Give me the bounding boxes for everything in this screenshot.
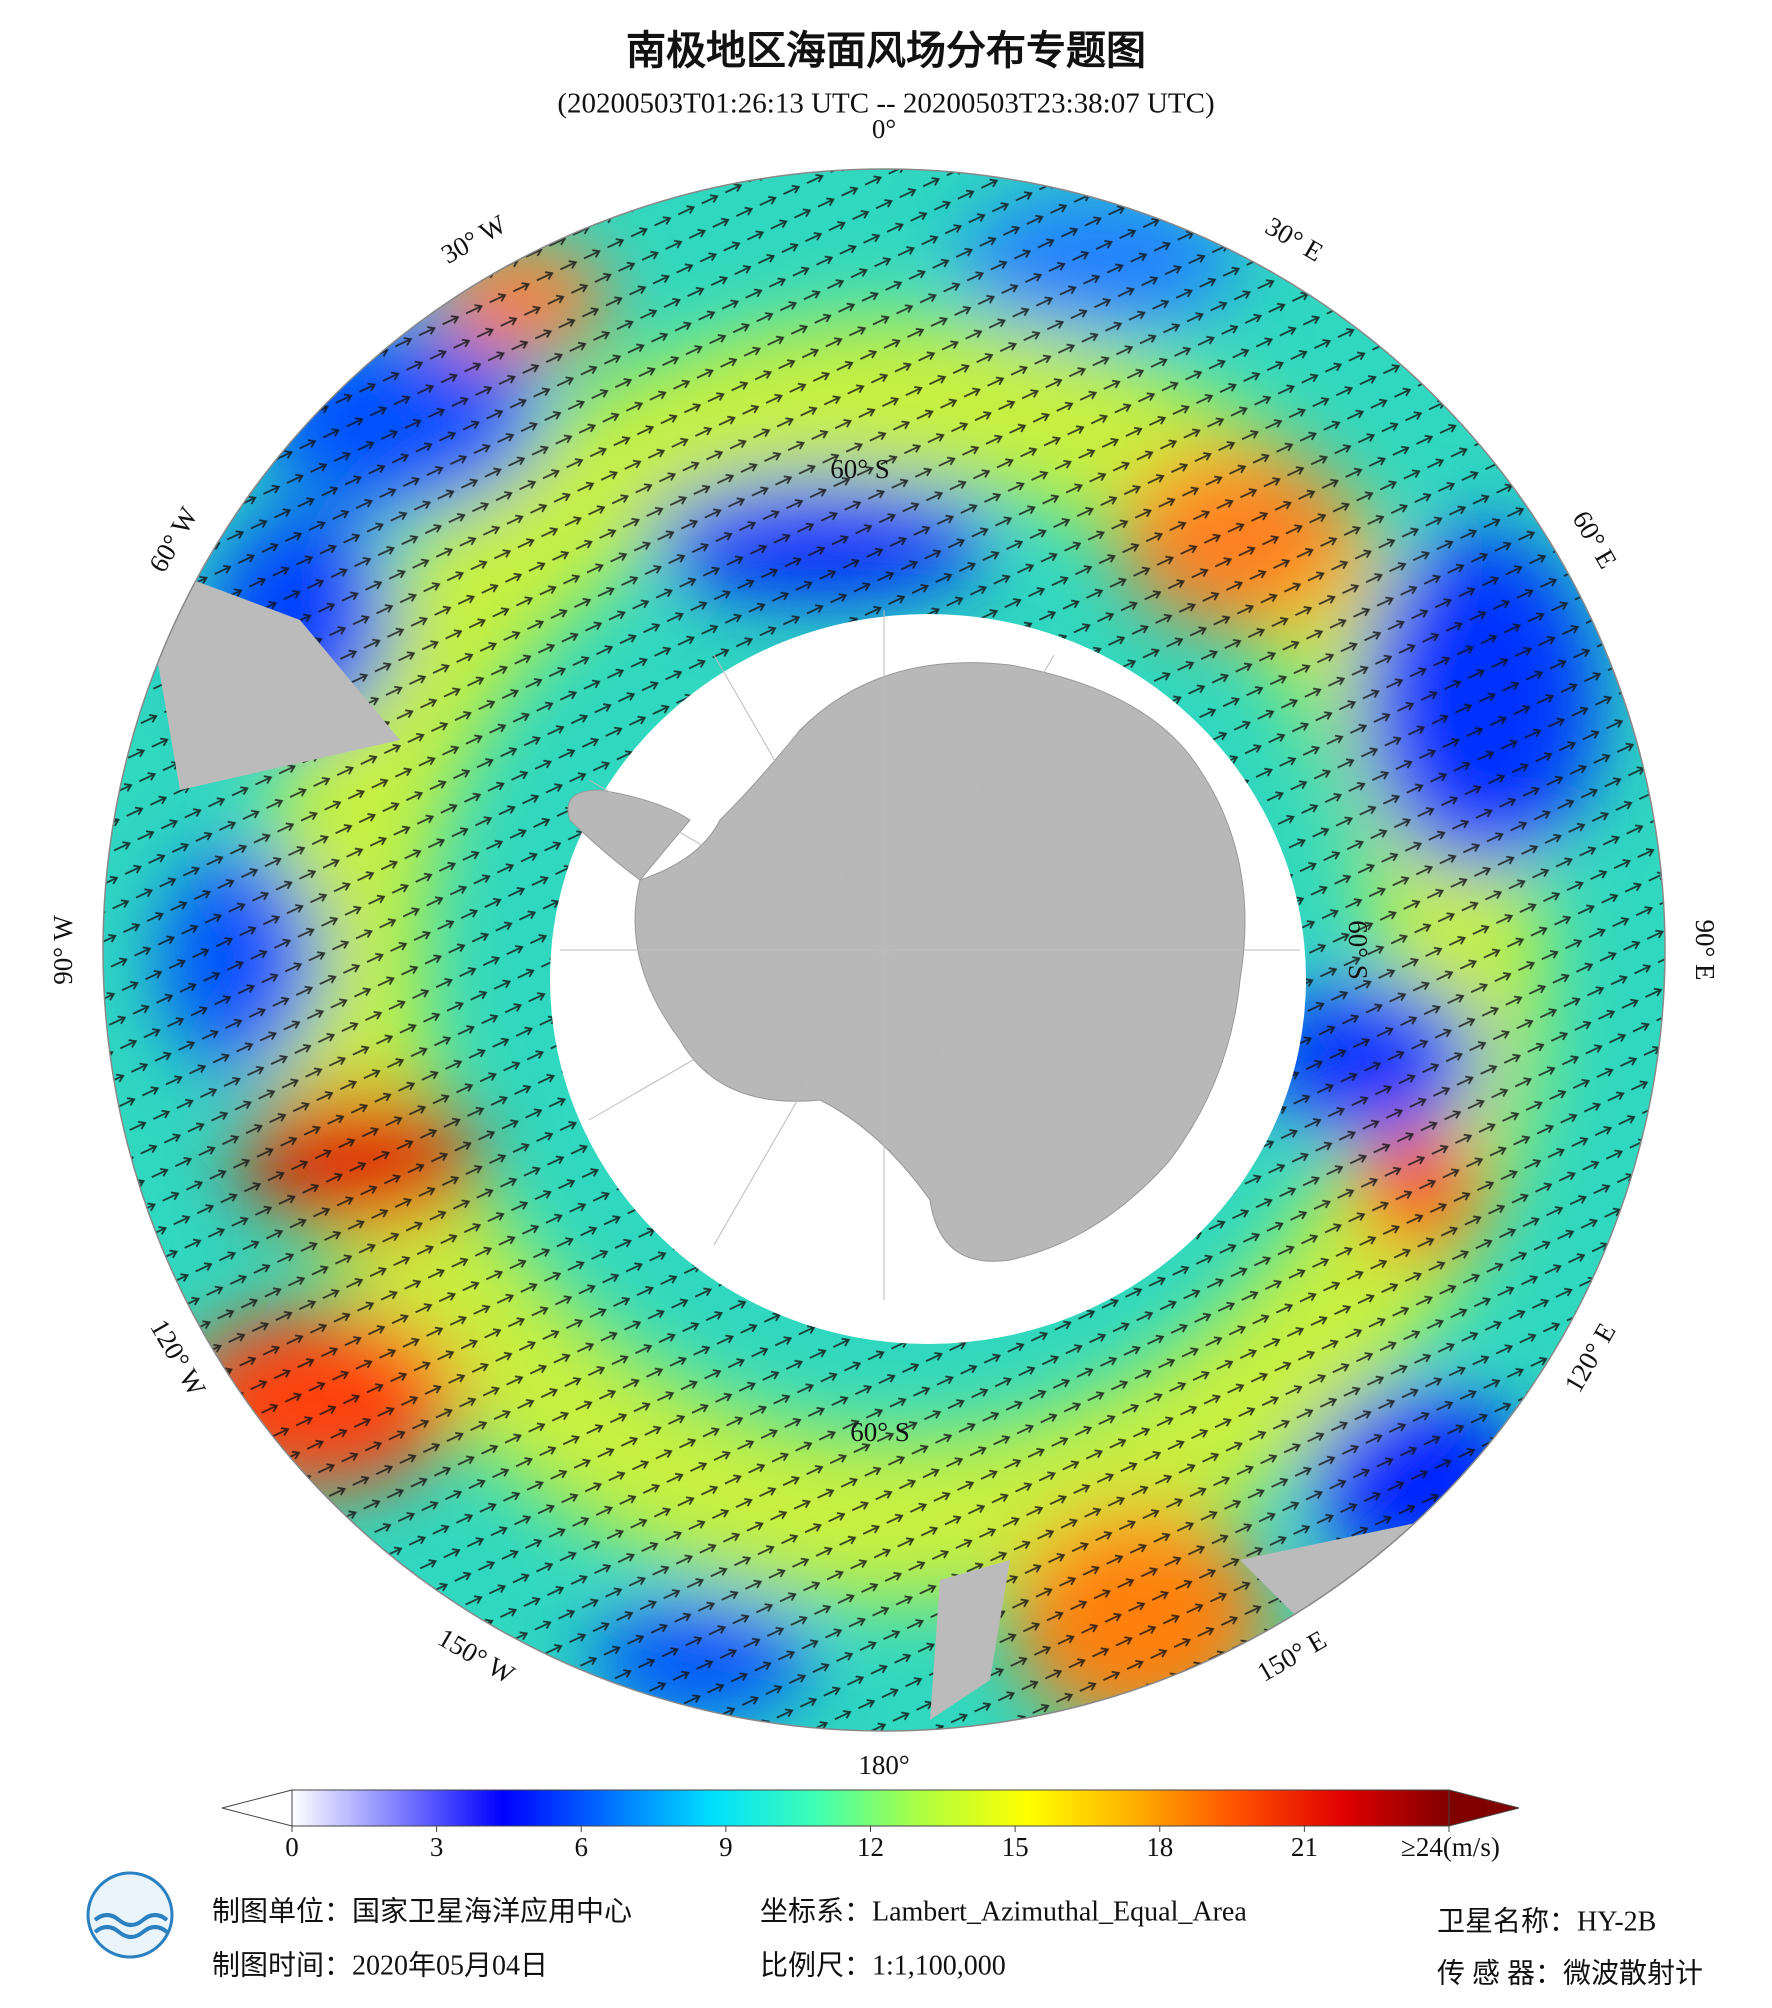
colorbar-tick-label: 12: [857, 1832, 884, 1862]
footer-date: 制图时间：2020年05月04日: [212, 1949, 548, 1981]
footer-satellite: 卫星名称：HY-2B: [1437, 1905, 1656, 1937]
footer-crs: 坐标系：Lambert_Azimuthal_Equal_Area: [760, 1895, 1247, 1927]
latitude-label: 60° S: [850, 1417, 910, 1447]
footer-scale: 比例尺：1:1,100,000: [760, 1949, 1006, 1981]
footer-sensor: 传 感 器：微波散射计: [1437, 1957, 1703, 1989]
longitude-label: 180°: [858, 1750, 909, 1780]
latitude-label: 60° S: [830, 454, 890, 484]
title: 南极地区海面风场分布专题图: [626, 28, 1146, 74]
colorbar-tick-label: 18: [1146, 1832, 1173, 1862]
antarctica: [567, 662, 1246, 1262]
colorbar-tick-label: 0: [285, 1832, 299, 1862]
colorbar-tick-label: 21: [1291, 1832, 1318, 1862]
map-border: [102, 168, 1666, 1732]
colorbar-tick-label: 9: [719, 1832, 733, 1862]
colorbar-min-arrow: [221, 1789, 293, 1827]
subtitle: (20200503T01:26:13 UTC -- 20200503T23:38…: [557, 88, 1214, 120]
longitude-label: 0°: [872, 114, 896, 144]
longitude-label: 90° W: [48, 915, 78, 985]
longitude-label: 30° W: [436, 209, 512, 270]
longitude-label: 60° W: [143, 502, 204, 578]
longitude-label: 60° E: [1567, 506, 1624, 574]
footer-unit: 制图单位：国家卫星海洋应用中心: [212, 1895, 632, 1927]
longitude-label: 30° E: [1260, 211, 1328, 268]
colorbar-tick-label: 3: [430, 1832, 444, 1862]
logo: [86, 1871, 174, 1959]
latitude-label: 60° S: [1343, 920, 1373, 980]
colorbar-tick-label: ≥24(m/s): [1401, 1832, 1500, 1862]
longitude-label: 90° E: [1690, 919, 1720, 980]
colorbar-tick-label: 15: [1002, 1832, 1029, 1862]
colorbar-tick-label: 6: [575, 1832, 589, 1862]
colorbar-max-arrow: [1448, 1789, 1520, 1827]
graticule: [560, 610, 1300, 1300]
longitude-label: 120° E: [1558, 1318, 1621, 1398]
colorbar: [291, 1789, 1450, 1827]
longitude-label: 150° E: [1252, 1624, 1332, 1687]
